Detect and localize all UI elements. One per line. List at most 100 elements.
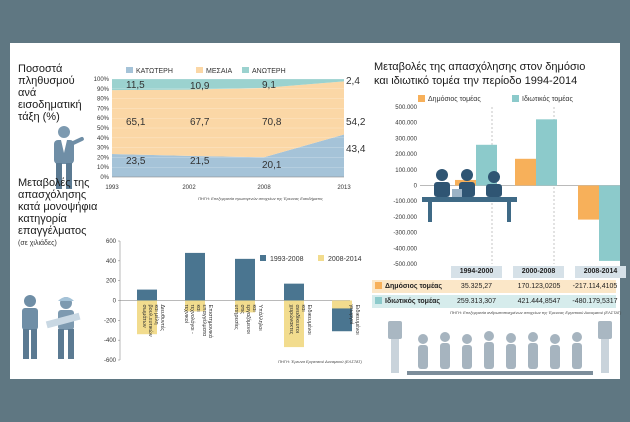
y-tick-label: 0 [414, 184, 418, 190]
y-tick-label: 100% [94, 77, 110, 83]
sector-table-header: 2000-2008 [513, 266, 564, 278]
x-tick-label: 2008 [257, 185, 271, 191]
y-tick-label: 80% [97, 97, 110, 103]
income-title-line: πληθυσμού [18, 75, 75, 87]
area-middle-class [112, 81, 344, 158]
businessman-pointing-icon [54, 126, 84, 189]
legend-swatch [512, 95, 519, 102]
y-tick-label: 500.000 [395, 105, 417, 111]
occupation-bar [137, 300, 157, 335]
y-tick-label: 200 [106, 279, 117, 285]
public-sector-value: -217.114,4105 [572, 283, 618, 290]
sector-bar [515, 158, 536, 186]
workers-icon [22, 295, 81, 359]
category-label-line: τεχνολόγοι - [189, 305, 196, 335]
public-sector-value: 35.325,27 [460, 283, 493, 290]
category-label-line: Ειδικευμένοι [354, 305, 361, 336]
y-tick-label: 90% [97, 87, 110, 93]
private-sector-label: Ιδιωτικός τομέας [385, 298, 441, 305]
private-sector-value: 421.444,8547 [517, 298, 561, 305]
y-tick-label: -600 [104, 358, 117, 364]
y-tick-label: -500.000 [393, 262, 417, 267]
category-label-line: βουλ.ευτικών [147, 305, 154, 337]
category-label-line: Ειδικευμένοι [306, 305, 313, 336]
y-tick-label: 10% [97, 165, 110, 171]
category-label-line: και [251, 305, 257, 313]
income-title-line: ανά [18, 87, 37, 99]
data-label: 11,5 [126, 80, 145, 91]
y-tick-label: 20% [97, 155, 110, 161]
data-label: 9,1 [262, 80, 276, 91]
y-tick-label: 60% [97, 116, 110, 122]
category-label: Υπάλληλοικαιεργαζόμενοιστιςυπηρεσίες [233, 305, 264, 335]
sector-bar [536, 119, 557, 186]
occupation-source: ΠΗΓΗ: Έρευνα Εργατικού Δυναμικού (ΕΛΣΤΑΤ… [278, 359, 362, 364]
legend-label: Δημόσιος τομέας [428, 95, 481, 103]
legend-label: 1993-2008 [270, 256, 304, 263]
y-tick-label: -400 [104, 338, 117, 344]
category-label-line: στις [239, 305, 245, 315]
occupation-bar [332, 300, 352, 309]
y-tick-label: 0% [100, 175, 109, 181]
category-label-line: και μέλη [153, 305, 160, 325]
legend-label: ΚΑΤΩΤΕΡΗ [136, 68, 173, 75]
sector-table-header: 1994-2000 [451, 266, 502, 278]
occupation-bar [235, 300, 255, 313]
data-label: 23,5 [126, 156, 146, 167]
y-tick-label: -200 [104, 318, 117, 324]
occupation-title-line: απασχόλησης [18, 189, 87, 201]
income-title-line: εισοδηματική [18, 99, 82, 111]
area-lower-class [112, 134, 344, 177]
sector-bar [578, 185, 599, 220]
income-area-chart: 0% 10% 20% 30% 40% 50% 60% 70% 80% 90% 100% 1993 200… [94, 67, 366, 191]
occupation-bar [137, 289, 157, 301]
legend-swatch [196, 67, 203, 73]
y-tick-label: 100.000 [395, 168, 417, 174]
infographic-card: Ποσοστά πληθυσμού ανά εισοδηματική τάξη … [10, 43, 626, 379]
occupation-title-line: επαγγέλματος [18, 225, 87, 237]
data-label: 20,1 [262, 160, 282, 171]
sector-source: ΠΗΓΗ: Επεξεργασία ανθρωποποιημένων στοιχ… [450, 310, 622, 315]
category-label-line: υπηρεσίες [233, 305, 239, 331]
y-tick-label: -400.000 [393, 246, 417, 252]
category-label: Διευθυντέςκαι μέληβουλ.ευτικώνσωμάτων [141, 305, 166, 337]
legend-label: ΜΕΣΑΙΑ [206, 68, 232, 75]
sector-table-row-private [372, 295, 616, 308]
category-label: Ειδικευμένοιγεωργοί [348, 305, 361, 336]
legend-swatch [126, 67, 133, 73]
category-label-line: ανειδίκευτοι [294, 305, 300, 334]
sector-bar-chart: 500.000 400.000 300.000 200.000 100.000 0 -100… [393, 95, 620, 267]
sector-title-line: και ιδιωτικό τομέα την περίοδο 1994-2014 [374, 75, 578, 87]
category-label: Ειδικευμένοικαιανειδίκευτοιχειρώνακτες [288, 305, 313, 336]
y-tick-label: 30% [97, 146, 110, 152]
occupation-bar [235, 258, 255, 301]
category-label-line: Επιστημονικά [207, 305, 214, 339]
private-sector-swatch [375, 297, 382, 304]
data-label: 43,4 [346, 144, 366, 155]
data-label: 67,7 [190, 117, 210, 128]
public-sector-value: 170.123,0205 [517, 283, 561, 290]
public-sector-label: Δημόσιος τομέας [385, 283, 443, 290]
sector-bar [599, 185, 620, 261]
private-sector-value: -480.179,5317 [572, 298, 618, 305]
category-label-line: χειρώνακτες [288, 305, 295, 335]
legend-label: 2008-2014 [328, 256, 362, 263]
category-label-line: και [300, 305, 306, 313]
y-tick-label: 600 [106, 239, 117, 245]
income-title-line: τάξη (%) [18, 111, 60, 123]
data-label: 54,2 [346, 117, 366, 128]
y-tick-label: 200.000 [395, 152, 417, 158]
legend-swatch [318, 255, 324, 261]
data-label: 10,9 [190, 81, 210, 92]
category-label-line: Υπάλληλοι [257, 305, 264, 332]
category-label-line: εργαζόμενοι [245, 305, 252, 335]
occupation-bar [185, 300, 205, 312]
private-sector-value: 259.313,307 [457, 298, 496, 305]
category-label-line: γεωργοί [348, 305, 354, 325]
legend-swatch [418, 95, 425, 102]
y-tick-label: 400.000 [395, 121, 417, 127]
occupation-subtitle: (σε χιλιάδες) [18, 240, 57, 247]
x-tick-label: 2002 [182, 185, 196, 191]
public-sector-swatch [375, 282, 382, 289]
occupation-title-line: κατηγορία [18, 213, 67, 225]
